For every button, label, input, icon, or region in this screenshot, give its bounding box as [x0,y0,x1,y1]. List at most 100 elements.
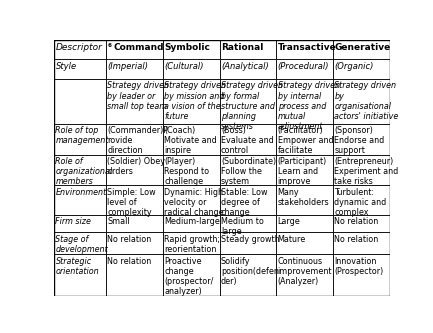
Text: Strategy driven
by mission and
a vision of the
future: Strategy driven by mission and a vision … [164,82,226,121]
Bar [276,254,333,296]
Text: Mature: Mature [278,235,306,244]
Text: (Subordinate)
Follow the
system: (Subordinate) Follow the system [221,157,276,186]
Text: Stable: Low
degree of
change: Stable: Low degree of change [221,188,268,217]
Text: (Analytical): (Analytical) [221,62,268,71]
Bar [333,79,390,124]
Text: (Organic): (Organic) [334,62,374,71]
Bar [220,254,276,296]
Text: (Procedural): (Procedural) [278,62,329,71]
Text: Turbulent:
dynamic and
complex: Turbulent: dynamic and complex [334,188,387,217]
Bar [163,185,220,215]
Bar [333,215,390,232]
Text: (Commander)P
rovide
direction: (Commander)P rovide direction [107,126,168,156]
Text: (Cultural): (Cultural) [164,62,204,71]
Bar [106,254,163,296]
Bar [163,60,220,79]
Bar [220,155,276,185]
Text: (Entrepreneur)
Experiment and
take risks: (Entrepreneur) Experiment and take risks [334,157,399,186]
Text: Many
stakeholders: Many stakeholders [278,188,329,207]
Text: Dynamic: High
velocity or
radical change: Dynamic: High velocity or radical change [164,188,224,217]
Text: Proactive
change
(prospector/
analyzer): Proactive change (prospector/ analyzer) [164,257,213,296]
Text: Role of top
management: Role of top management [55,126,109,146]
Text: Stage of
development: Stage of development [55,235,108,254]
Text: Symbolic: Symbolic [164,43,210,52]
Bar [54,232,106,254]
Bar [163,232,220,254]
Bar [220,185,276,215]
Bar [106,124,163,155]
Text: Strategy driven
by leader or
small top team: Strategy driven by leader or small top t… [107,82,170,111]
Text: (Coach)
Motivate and
inspire: (Coach) Motivate and inspire [164,126,217,156]
Bar [54,124,106,155]
Text: Strategy driven
by internal
process and
mutual
adjustment: Strategy driven by internal process and … [278,82,340,131]
Text: Steady growth: Steady growth [221,235,280,244]
Bar [54,40,106,60]
Bar [220,124,276,155]
Bar [333,232,390,254]
Text: (Boss)
Evaluate and
control: (Boss) Evaluate and control [221,126,274,156]
Text: Style: Style [55,62,77,71]
Bar [333,60,390,79]
Bar [333,155,390,185]
Bar [220,40,276,60]
Bar [220,232,276,254]
Text: 6: 6 [107,43,111,48]
Bar [220,60,276,79]
Bar [276,79,333,124]
Text: Large: Large [278,217,301,226]
Bar [106,215,163,232]
Text: (Imperial): (Imperial) [107,62,149,71]
Text: Rapid growth;
reorientation: Rapid growth; reorientation [164,235,220,254]
Bar [54,79,106,124]
Bar [54,185,106,215]
Text: Medium-large: Medium-large [164,217,220,226]
Bar [106,79,163,124]
Text: Rational: Rational [221,43,263,52]
Bar [333,40,390,60]
Text: Innovation
(Prospector): Innovation (Prospector) [334,257,384,276]
Bar [276,155,333,185]
Bar [333,185,390,215]
Bar [276,60,333,79]
Bar [163,254,220,296]
Bar [276,40,333,60]
Bar [333,254,390,296]
Bar [276,185,333,215]
Text: (Facilitator)
Empower and
facilitate: (Facilitator) Empower and facilitate [278,126,333,156]
Text: No relation: No relation [334,235,378,244]
Text: Transactive: Transactive [278,43,336,52]
Text: No relation: No relation [334,217,378,226]
Text: Strategy driven
by
organisational
actors' initiative: Strategy driven by organisational actors… [334,82,399,121]
Text: (Participant)
Learn and
improve: (Participant) Learn and improve [278,157,327,186]
Bar [276,124,333,155]
Text: Medium to
large: Medium to large [221,217,264,236]
Text: No relation: No relation [107,235,152,244]
Bar [106,185,163,215]
Bar [276,232,333,254]
Bar [163,40,220,60]
Bar [163,124,220,155]
Text: Role of
organizational
members: Role of organizational members [55,157,113,186]
Bar [163,79,220,124]
Bar [54,155,106,185]
Text: Strategy driven
by formal
structure and
planning
systems: Strategy driven by formal structure and … [221,82,283,131]
Bar [54,254,106,296]
Bar [106,155,163,185]
Bar [54,60,106,79]
Text: No relation: No relation [107,257,152,266]
Bar [54,215,106,232]
Text: Environment: Environment [55,188,107,197]
Bar [163,155,220,185]
Bar [276,215,333,232]
Text: (Player)
Respond to
challenge: (Player) Respond to challenge [164,157,209,186]
Bar [106,232,163,254]
Text: Simple: Low
level of
complexity: Simple: Low level of complexity [107,188,156,217]
Text: (Sponsor)
Endorse and
support: (Sponsor) Endorse and support [334,126,385,156]
Text: Continuous
improvement
(Analyzer): Continuous improvement (Analyzer) [278,257,332,286]
Bar [333,124,390,155]
Text: Descriptor: Descriptor [55,43,102,52]
Text: Solidify
position(defen
der): Solidify position(defen der) [221,257,279,286]
Text: (Soldier) Obey
orders: (Soldier) Obey orders [107,157,165,176]
Bar [220,215,276,232]
Bar [220,79,276,124]
